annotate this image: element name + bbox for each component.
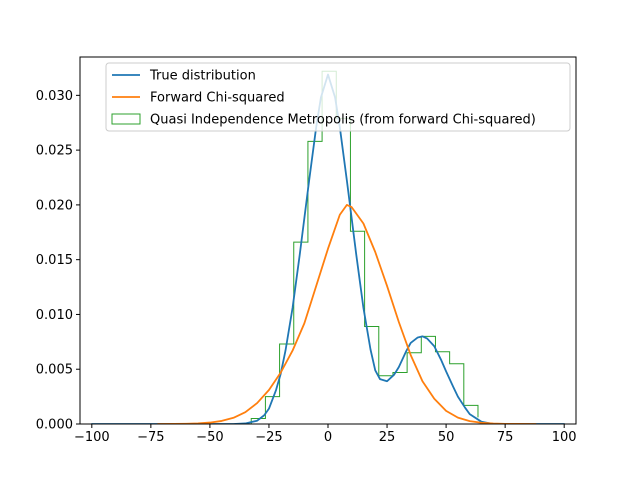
legend: True distribution Forward Chi-squared Quas… [105,62,571,132]
x-tick-label: 0 [324,430,332,445]
x-tick-label: −100 [74,430,110,445]
legend-entry-true-distribution: True distribution [112,69,256,84]
y-tick-label: 0.000 [36,418,73,433]
x-tick-label: −75 [137,430,164,445]
legend-label: Forward Chi-squared [150,91,285,106]
x-tick-label: 50 [438,430,455,445]
y-tick-label: 0.030 [36,89,73,104]
legend-entry-quasi-independence-metropolis: Quasi Independence Metropolis (from forw… [111,113,536,128]
legend-label: Quasi Independence Metropolis (from forw… [150,113,536,128]
x-tick-label: −25 [255,430,282,445]
y-tick-label: 0.005 [36,363,73,378]
y-tick-label: 0.015 [36,253,73,268]
x-tick-label: 25 [379,430,396,445]
y-tick-label: 0.010 [36,308,73,323]
axes-frame [79,56,577,425]
legend-box [105,62,571,132]
legend-label: True distribution [149,69,256,84]
plot-area [90,70,566,424]
y-tick-label: 0.020 [36,198,73,213]
legend-entry-forward-chi-squared: Forward Chi-squared [112,91,285,106]
x-tick-label: −50 [196,430,223,445]
legend-hist-swatch [111,113,141,125]
x-tick-label: 100 [552,430,577,445]
series-line-forward-chi-squared [157,203,537,424]
axis-ticks: −100 −75 −50 −25 0 25 50 75 100 0.000 0.005 0.010 0.… [36,89,577,445]
y-tick-label: 0.025 [36,144,73,159]
x-tick-label: 75 [497,430,514,445]
series-line-true-distribution [90,73,566,424]
